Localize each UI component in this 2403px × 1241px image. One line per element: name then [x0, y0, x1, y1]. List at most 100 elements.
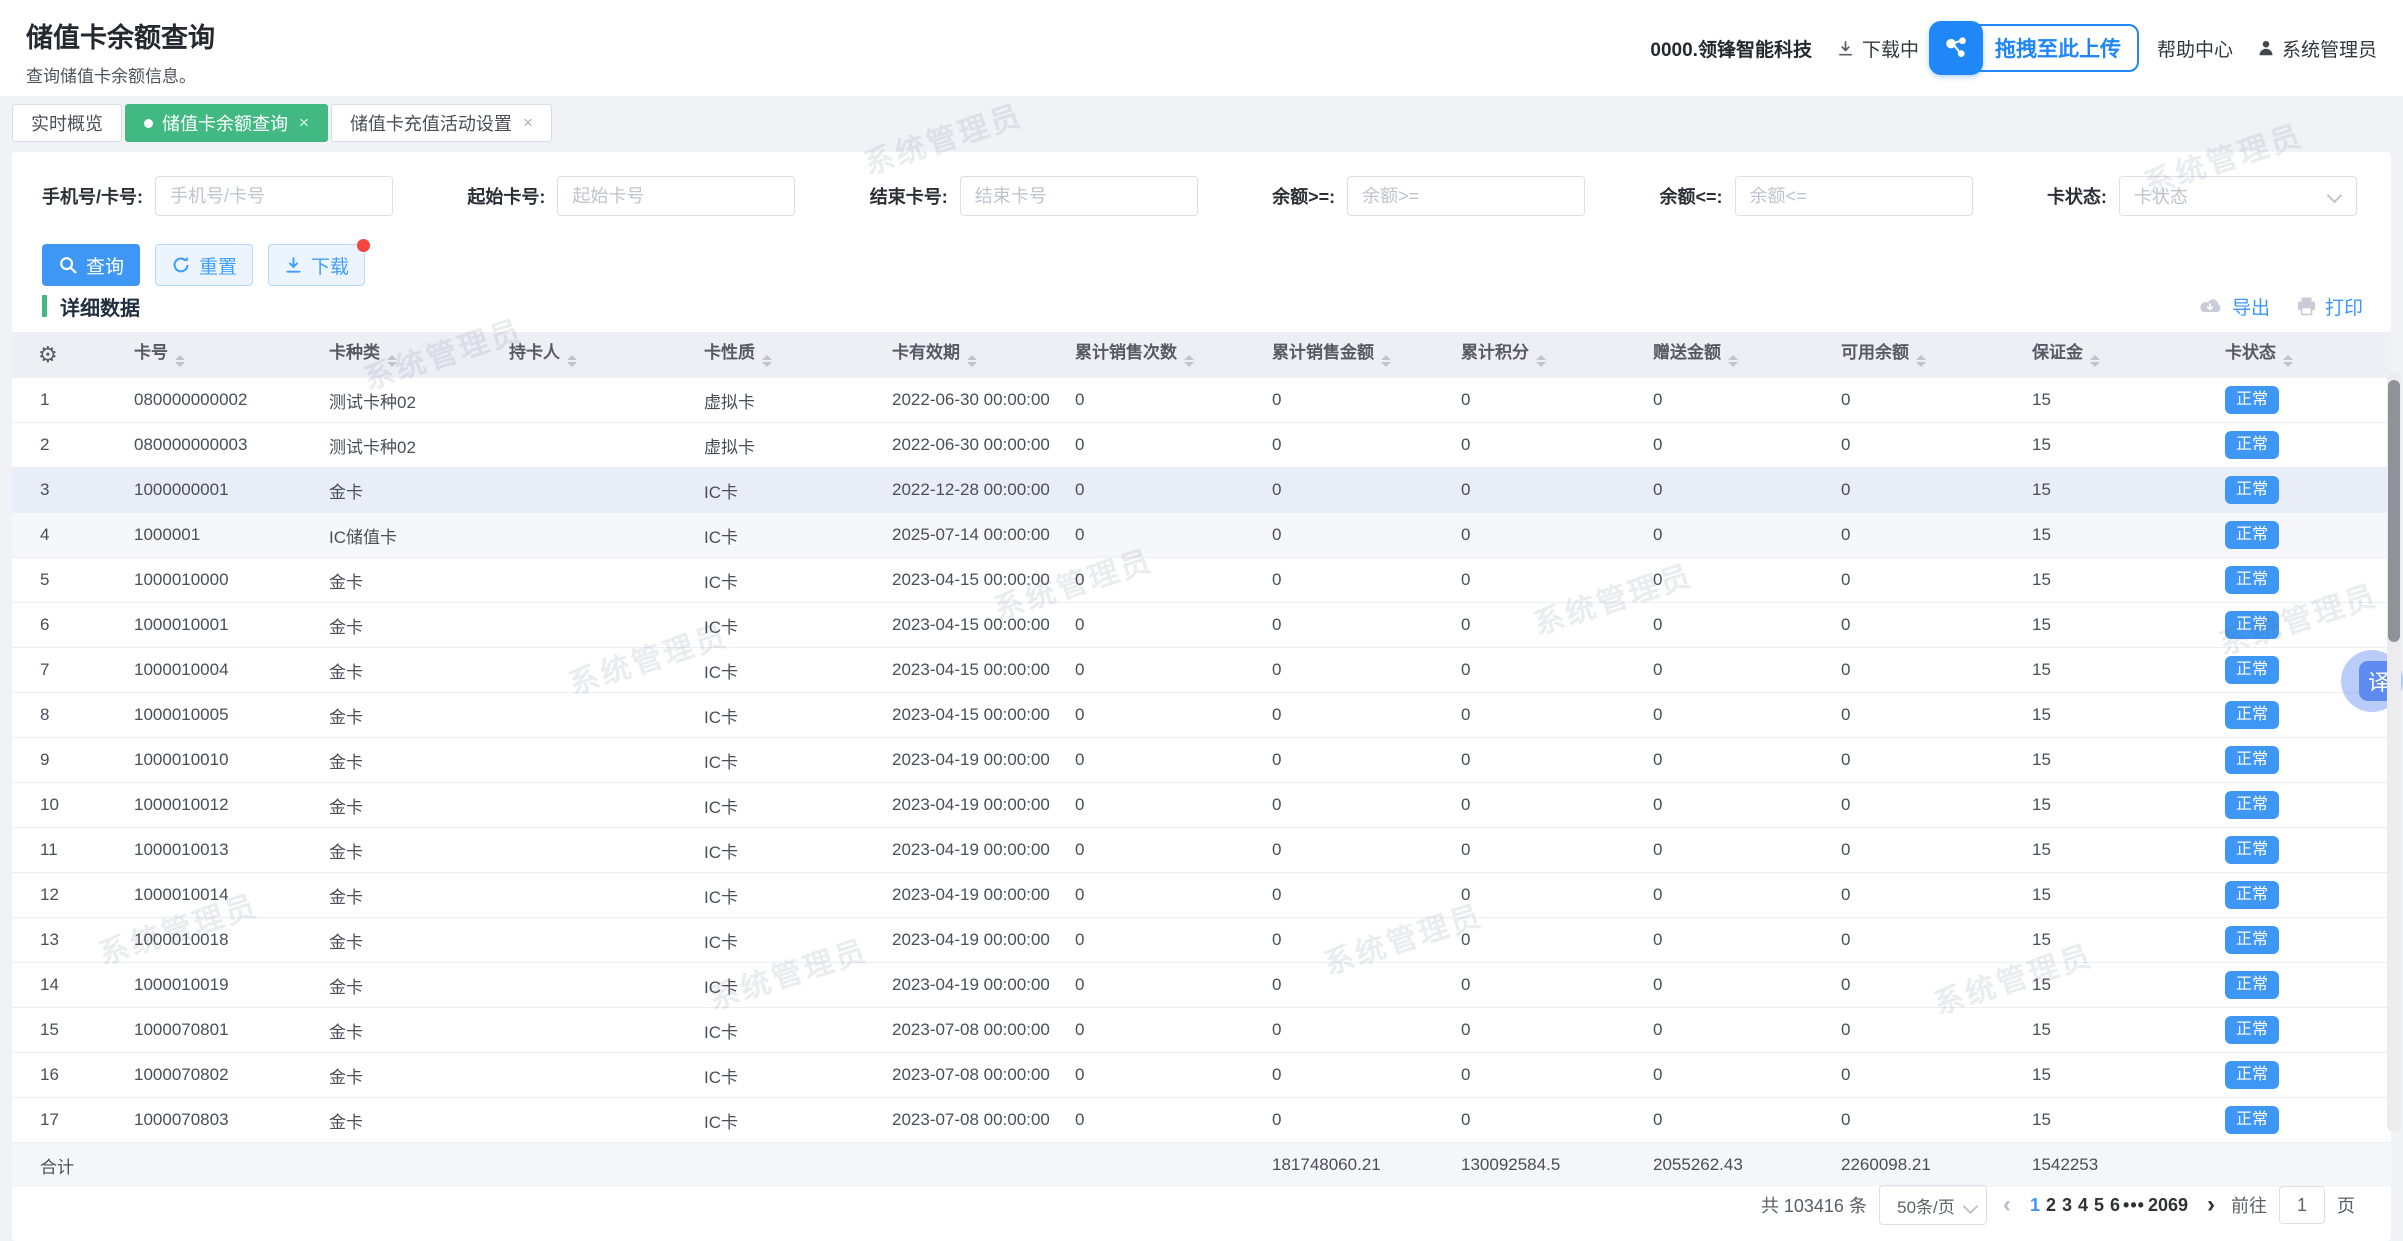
sort-caret[interactable]	[2283, 350, 2293, 372]
table-row[interactable]: 1 080000000002 测试卡种02 虚拟卡 2022-06-30 00:00:0…	[12, 378, 2391, 423]
sort-caret[interactable]	[2090, 350, 2100, 372]
table-row[interactable]: 14 1000010019 金卡 IC卡 2023-04-19 00:00:00 0 0 0 0…	[12, 962, 2391, 1008]
column-header-sales_count[interactable]: 累计销售次数	[1063, 332, 1260, 378]
table-row[interactable]: 5 1000010000 金卡 IC卡 2023-04-15 00:00:00 0 0 0 0 0…	[12, 557, 2391, 603]
print-button[interactable]: 打印	[2296, 293, 2363, 320]
cell-status: 正常	[2213, 467, 2391, 513]
start-card-input[interactable]	[557, 176, 796, 216]
search-button[interactable]: 查询	[42, 244, 141, 286]
column-header-sales_amount[interactable]: 累计销售金额	[1260, 332, 1449, 378]
cell-valid: 2022-12-28 00:00:00	[880, 467, 1063, 513]
scrollbar-track[interactable]	[2387, 372, 2401, 1132]
page-number-2069[interactable]: 2069	[2147, 1194, 2188, 1215]
user-menu[interactable]: 系统管理员	[2257, 35, 2377, 62]
page-number-3[interactable]: 3	[2061, 1194, 2072, 1215]
download-center-link[interactable]: 下载中	[1836, 35, 1919, 62]
table-row[interactable]: 15 1000070801 金卡 IC卡 2023-07-08 00:00:00 0 0 0 0…	[12, 1007, 2391, 1053]
status-badge: 正常	[2225, 611, 2280, 639]
sort-caret[interactable]	[567, 350, 577, 372]
topbar-right: 0000.领锋智能科技 下载中 拖拽至此上传 帮助中心	[1650, 21, 2377, 75]
settings-icon[interactable]: ⚙	[38, 341, 58, 367]
cell-card_no: 1000010005	[122, 692, 317, 738]
page-number-5[interactable]: 5	[2094, 1194, 2105, 1215]
cell-sales_count: 0	[1063, 917, 1260, 963]
page-size-select[interactable]: 50条/页	[1878, 1185, 1987, 1225]
page-number-2[interactable]: 2	[2045, 1194, 2056, 1215]
cell-available: 0	[1829, 557, 2020, 603]
table-row[interactable]: 17 1000070803 金卡 IC卡 2023-07-08 00:00:00 0 0 0 0…	[12, 1097, 2391, 1143]
cell-gift_amount: 0	[1641, 1007, 1829, 1053]
help-center-link[interactable]: 帮助中心	[2157, 35, 2233, 62]
column-header-card_type[interactable]: 卡种类	[317, 332, 497, 378]
table-row[interactable]: 6 1000010001 金卡 IC卡 2023-04-15 00:00:00 0 0 0 0 0…	[12, 602, 2391, 648]
cell-points: 0	[1449, 467, 1641, 513]
sort-caret[interactable]	[1728, 350, 1738, 372]
goto-page-input[interactable]	[2279, 1186, 2325, 1224]
close-icon[interactable]: ×	[522, 113, 533, 132]
table-row[interactable]: 11 1000010013 金卡 IC卡 2023-04-19 00:00:00 0 0 0 0…	[12, 827, 2391, 873]
sort-caret[interactable]	[1916, 350, 1926, 372]
card-status-select[interactable]: 卡状态	[2118, 176, 2357, 216]
cell-deposit: 15	[2020, 1052, 2213, 1098]
total-status	[2213, 1142, 2391, 1187]
action-bar: 查询 重置 下载	[42, 239, 371, 286]
tab-realtime-overview[interactable]: 实时概览	[12, 104, 122, 142]
sort-caret[interactable]	[1536, 350, 1546, 372]
table-row[interactable]: 2 080000000003 测试卡种02 虚拟卡 2022-06-30 00:00:0…	[12, 422, 2391, 468]
column-header-deposit[interactable]: 保证金	[2020, 332, 2213, 378]
table-row[interactable]: 8 1000010005 金卡 IC卡 2023-04-15 00:00:00 0 0 0 0 0…	[12, 692, 2391, 738]
cell-gift_amount: 0	[1641, 512, 1829, 558]
column-header-valid[interactable]: 卡有效期	[880, 332, 1063, 378]
chevron-down-icon	[1962, 1198, 1979, 1215]
column-header-card_no[interactable]: 卡号	[122, 332, 317, 378]
tab-card-balance-query[interactable]: 储值卡余额查询 ×	[125, 104, 328, 142]
page-number-1[interactable]: 1	[2029, 1194, 2040, 1215]
reset-button[interactable]: 重置	[155, 244, 254, 286]
more-pages-icon[interactable]: •••	[2123, 1194, 2145, 1215]
sort-caret[interactable]	[175, 350, 185, 372]
table-row[interactable]: 16 1000070802 金卡 IC卡 2023-07-08 00:00:00 0 0 0 0…	[12, 1052, 2391, 1098]
column-header-points[interactable]: 累计积分	[1449, 332, 1641, 378]
cell-valid: 2023-04-19 00:00:00	[880, 737, 1063, 783]
table-body: 1 080000000002 测试卡种02 虚拟卡 2022-06-30 00:00:0…	[12, 378, 2391, 1143]
sort-caret[interactable]	[1381, 350, 1391, 372]
sort-caret[interactable]	[1184, 350, 1194, 372]
column-header-status[interactable]: 卡状态	[2213, 332, 2391, 378]
phone-card-input[interactable]	[155, 176, 393, 216]
cell-nature: IC卡	[692, 692, 880, 738]
end-card-input[interactable]	[959, 176, 1198, 216]
upload-dropzone[interactable]: 拖拽至此上传	[1928, 21, 2139, 75]
table-row[interactable]: 9 1000010010 金卡 IC卡 2023-04-19 00:00:00 0 0 0 0 0…	[12, 737, 2391, 783]
balance-gte-input[interactable]	[1347, 176, 1586, 216]
table-row[interactable]: 13 1000010018 金卡 IC卡 2023-04-19 00:00:00 0 0 0 0…	[12, 917, 2391, 963]
tab-recharge-activity[interactable]: 储值卡充值活动设置 ×	[330, 104, 552, 142]
column-header-holder[interactable]: 持卡人	[497, 332, 692, 378]
page-number-4[interactable]: 4	[2078, 1194, 2089, 1215]
close-icon[interactable]: ×	[299, 113, 309, 132]
cell-card_no: 1000010001	[122, 602, 317, 648]
cell-gift_amount: 0	[1641, 1052, 1829, 1098]
cell-points: 0	[1449, 378, 1641, 423]
download-button[interactable]: 下载	[268, 239, 371, 286]
table-row[interactable]: 3 1000000001 金卡 IC卡 2022-12-28 00:00:00 0 0 0 0 0…	[12, 467, 2391, 513]
sort-caret[interactable]	[967, 350, 977, 372]
cell-sales_count: 0	[1063, 512, 1260, 558]
table-row[interactable]: 7 1000010004 金卡 IC卡 2023-04-15 00:00:00 0 0 0 0 0…	[12, 647, 2391, 693]
table-row[interactable]: 4 1000001 IC储值卡 IC卡 2025-07-14 00:00:00 0 0 0 0 0…	[12, 512, 2391, 558]
table-row[interactable]: 10 1000010012 金卡 IC卡 2023-04-19 00:00:00 0 0 0 0…	[12, 782, 2391, 828]
table-row[interactable]: 12 1000010014 金卡 IC卡 2023-04-19 00:00:00 0 0 0 0…	[12, 872, 2391, 918]
next-page-button[interactable]: ›	[2207, 1191, 2215, 1218]
page-number-6[interactable]: 6	[2110, 1194, 2121, 1215]
column-header-nature[interactable]: 卡性质	[692, 332, 880, 378]
sort-caret[interactable]	[762, 350, 772, 372]
prev-page-button[interactable]: ‹	[2002, 1191, 2011, 1218]
column-header-gift_amount[interactable]: 赠送金额	[1641, 332, 1829, 378]
scrollbar-thumb[interactable]	[2388, 380, 2400, 642]
sort-caret[interactable]	[387, 350, 397, 372]
column-header-available[interactable]: 可用余额	[1829, 332, 2020, 378]
balance-lte-input[interactable]	[1734, 176, 1973, 216]
cell-valid: 2025-07-14 00:00:00	[880, 512, 1063, 558]
page-number-list: 1 2 3 4 5 6 ••• 2069	[2027, 1195, 2191, 1216]
export-button[interactable]: 导出	[2197, 293, 2270, 320]
cell-holder	[497, 1052, 692, 1098]
